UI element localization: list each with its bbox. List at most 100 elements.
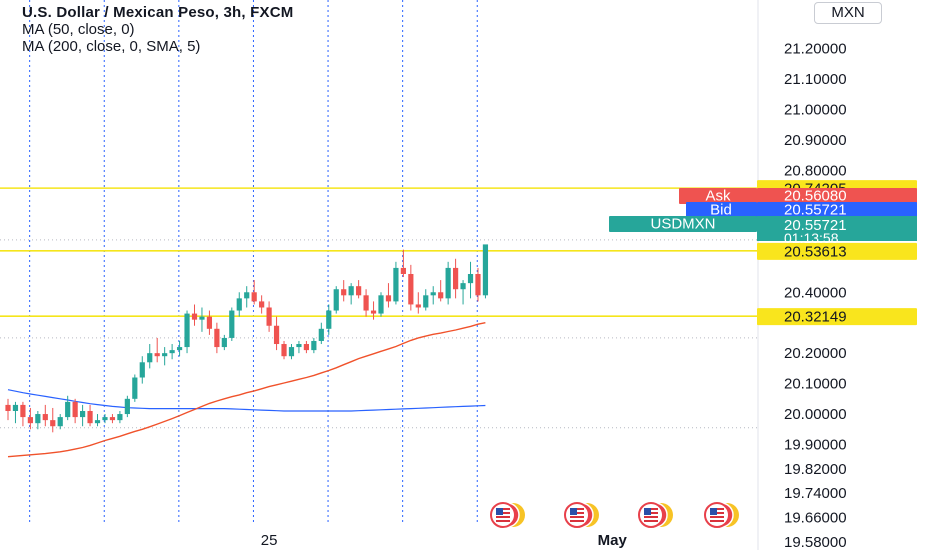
candle	[117, 411, 123, 424]
countdown-text: 01:13:58	[784, 230, 839, 246]
ma200-legend[interactable]: MA (200, close, 0, SMA, 5)	[22, 38, 201, 55]
candle-body	[482, 244, 489, 296]
candle-body	[251, 292, 257, 302]
candle	[80, 404, 86, 427]
candle-body	[453, 267, 459, 290]
ma50-legend[interactable]: MA (50, close, 0)	[22, 21, 135, 38]
horizontal-levels	[0, 187, 757, 317]
time-axis: 25 May	[261, 532, 628, 549]
candle	[348, 283, 354, 305]
candle-body	[12, 404, 19, 411]
candle	[87, 404, 93, 427]
last-price-text: 20.55721	[784, 217, 847, 234]
level-price-label-text: 20.53613	[784, 243, 847, 260]
candle	[35, 411, 41, 430]
candle	[356, 280, 362, 299]
candle-body	[176, 347, 183, 351]
candle-body	[5, 404, 11, 411]
symbol-label-text: USDMXN	[650, 216, 715, 233]
candle-body	[65, 401, 71, 418]
candle-body	[423, 295, 429, 308]
candle	[124, 395, 130, 418]
event-markers	[490, 502, 739, 528]
candle-body	[318, 328, 324, 341]
y-tick-label: 21.00000	[784, 102, 847, 119]
y-tick-label: 21.10000	[784, 71, 847, 88]
y-tick-label: 20.20000	[784, 345, 847, 362]
candle-body	[229, 310, 235, 338]
candle-body	[139, 362, 145, 378]
candle	[57, 414, 63, 430]
candle-body	[72, 401, 78, 418]
economic-event-icon	[490, 502, 525, 528]
candle	[266, 301, 272, 332]
candle-body	[356, 286, 362, 296]
y-tick-label: 19.58000	[784, 534, 847, 550]
candle-body	[124, 398, 130, 415]
price-axis: 21.20000 21.10000 21.00000 20.90000 20.80000…	[757, 0, 847, 550]
candle	[273, 316, 280, 351]
candle	[408, 264, 414, 311]
candle-body	[147, 353, 153, 363]
candle-body	[370, 310, 377, 314]
candle-body	[109, 417, 116, 421]
candle-body	[20, 404, 26, 418]
candle	[72, 398, 78, 424]
candle-body	[296, 344, 302, 348]
candle-body	[162, 353, 168, 357]
candle	[214, 322, 220, 354]
candle-body	[445, 267, 451, 299]
candle-body	[475, 274, 481, 296]
candle	[400, 249, 406, 278]
candle	[176, 340, 183, 357]
candle	[20, 401, 26, 427]
y-tick-label: 20.90000	[784, 132, 847, 149]
candle	[162, 347, 168, 366]
y-tick-label: 19.74000	[784, 485, 847, 502]
candle	[393, 261, 399, 305]
symbol-title[interactable]: U.S. Dollar / Mexican Peso, 3h, FXCM	[22, 4, 294, 21]
candle	[438, 280, 444, 302]
candle	[482, 244, 489, 299]
symbol-label: USDMXN	[609, 216, 757, 233]
candle	[467, 261, 474, 299]
y-tick-label: 20.40000	[784, 284, 847, 301]
candle	[430, 286, 436, 305]
candle	[191, 304, 198, 326]
candle	[221, 334, 227, 351]
y-tick-label: 19.82000	[784, 461, 847, 478]
candle	[288, 344, 295, 360]
candle-body	[408, 274, 414, 305]
candle	[475, 267, 481, 302]
candle-body	[400, 267, 406, 274]
bid-label-text: Bid	[710, 202, 732, 219]
candle	[303, 340, 309, 354]
candle-body	[236, 298, 242, 311]
candles	[5, 244, 489, 433]
candle	[139, 356, 145, 384]
candle-body	[378, 295, 384, 314]
candle	[281, 340, 287, 360]
candle-body	[415, 304, 421, 308]
candle-body	[42, 414, 48, 421]
currency-button[interactable]: MXN	[814, 2, 882, 24]
ask-label: Ask	[679, 188, 757, 205]
ma50-line	[7, 322, 486, 458]
candle	[333, 286, 339, 314]
candle-body	[348, 286, 354, 296]
candle-body	[393, 267, 399, 302]
price-tags: 20.7420520.5361320.32149Ask20.56080Bid20…	[609, 180, 917, 326]
candle-body	[50, 420, 56, 427]
y-tick-label: 20.80000	[784, 162, 847, 179]
candle	[229, 307, 235, 341]
candle-body	[438, 292, 444, 299]
candle	[363, 289, 369, 317]
candle	[385, 283, 392, 308]
candle-body	[467, 274, 474, 284]
candle-body	[363, 295, 369, 311]
candle	[132, 374, 138, 402]
candle	[184, 310, 190, 354]
candle	[326, 304, 332, 335]
